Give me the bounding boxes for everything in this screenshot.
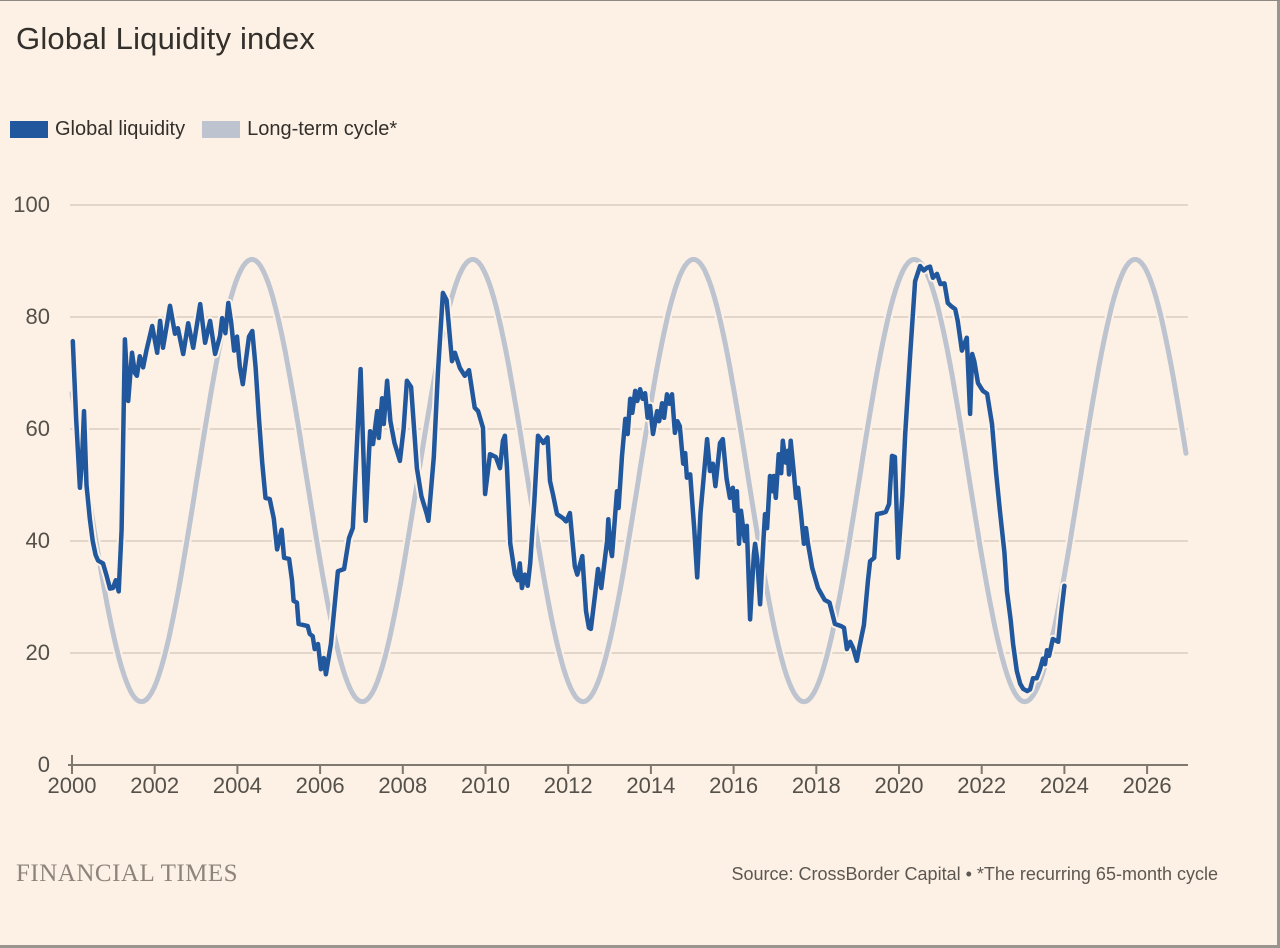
long-term-cycle-line-halo — [67, 255, 1191, 707]
y-tick-label-0: 0 — [37, 752, 50, 777]
ft-logo: FINANCIAL TIMES — [16, 860, 239, 887]
x-tick-label-2016: 2016 — [709, 773, 759, 798]
x-tick-label-2020: 2020 — [874, 773, 924, 798]
y-tick-label-100: 100 — [13, 192, 50, 217]
global-liquidity-line — [70, 263, 1067, 694]
legend-item-long-term-cycle: Long-term cycle* — [202, 118, 397, 141]
x-tick-label-2002: 2002 — [130, 773, 180, 798]
x-tick-label-2010: 2010 — [461, 773, 510, 798]
y-tick-label-80: 80 — [25, 304, 50, 329]
legend-item-global-liquidity: Global liquidity — [10, 118, 185, 141]
legend-swatch-long-term-cycle — [202, 120, 241, 138]
x-tick-label-2008: 2008 — [378, 773, 428, 798]
y-tick-label-20: 20 — [25, 640, 50, 665]
x-tick-label-2018: 2018 — [791, 773, 841, 798]
x-tick-label-2024: 2024 — [1039, 773, 1089, 798]
x-tick-label-2022: 2022 — [957, 773, 1007, 798]
x-tick-label-2006: 2006 — [295, 773, 345, 798]
window-edge-right — [1277, 1, 1280, 948]
y-tick-label-40: 40 — [25, 528, 50, 553]
chart-title: Global Liquidity index — [16, 21, 316, 56]
x-tick-label-2000: 2000 — [47, 773, 97, 798]
source-note: Source: CrossBorder Capital • *The recur… — [731, 864, 1218, 884]
long-term-cycle-line — [69, 257, 1189, 705]
legend: Global liquidity Long-term cycle* — [10, 116, 414, 142]
y-tick-label-60: 60 — [25, 416, 50, 441]
legend-label-global-liquidity: Global liquidity — [55, 117, 186, 140]
legend-label-long-term-cycle: Long-term cycle* — [247, 117, 398, 140]
x-tick-label-2004: 2004 — [212, 773, 262, 798]
x-tick-label-2012: 2012 — [543, 773, 593, 798]
legend-swatch-global-liquidity — [10, 120, 48, 138]
x-tick-label-2026: 2026 — [1122, 773, 1172, 798]
x-tick-label-2014: 2014 — [626, 773, 676, 798]
